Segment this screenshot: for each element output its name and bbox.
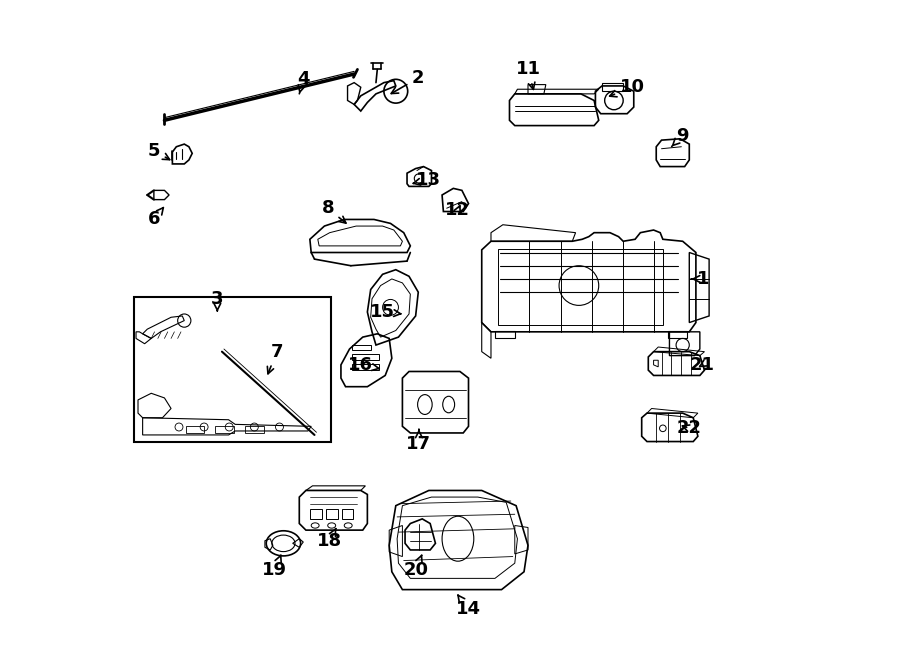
Bar [134,297,331,442]
Text: 22: 22 [677,419,702,438]
Text: 2: 2 [392,69,425,94]
Text: 18: 18 [317,529,342,550]
Text: 15: 15 [370,303,401,321]
Text: 5: 5 [148,141,170,160]
Text: 3: 3 [212,290,223,311]
Bar [215,426,234,433]
Text: 1: 1 [691,270,709,288]
Text: 8: 8 [321,199,346,223]
Text: 6: 6 [148,208,164,229]
Bar [310,509,322,519]
Bar [352,354,379,360]
Text: 11: 11 [516,60,541,89]
Text: 21: 21 [690,356,715,374]
Text: 4: 4 [297,70,310,94]
Text: 16: 16 [348,356,379,374]
Bar [245,426,264,433]
Bar [352,345,371,350]
Text: 13: 13 [413,171,441,189]
Text: 19: 19 [262,555,287,579]
Text: 17: 17 [407,430,431,453]
Bar [498,249,662,325]
Text: 10: 10 [609,78,645,97]
Bar [352,364,379,370]
Text: 20: 20 [403,555,428,579]
Text: 7: 7 [267,342,284,373]
Bar [342,509,354,519]
Text: 12: 12 [446,201,471,219]
Text: 9: 9 [671,126,688,147]
Bar [185,426,204,433]
Text: 14: 14 [456,595,481,619]
Bar [326,509,338,519]
